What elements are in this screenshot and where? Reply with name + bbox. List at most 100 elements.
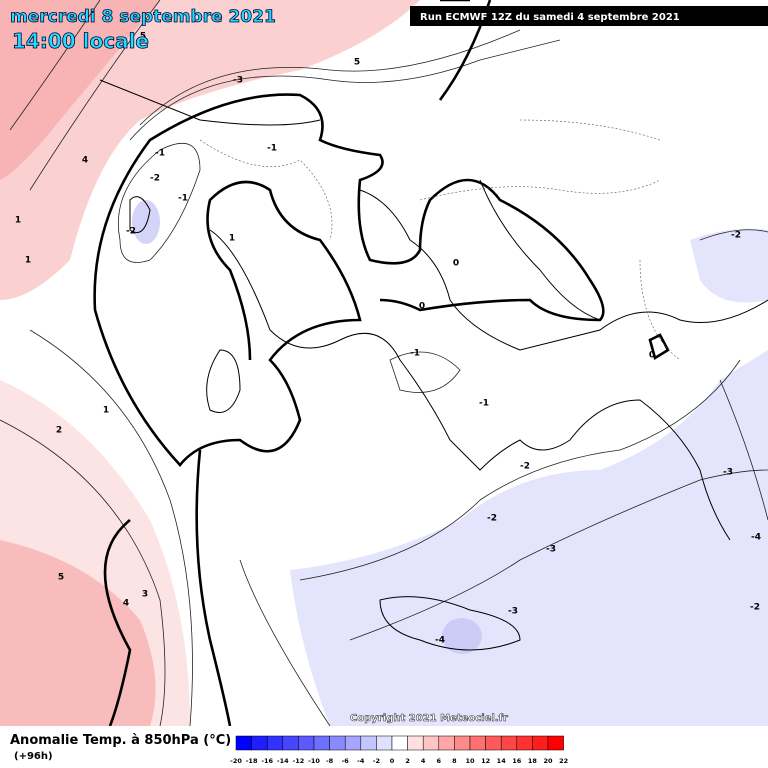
- contour-label: -2: [520, 462, 530, 472]
- colorbar-swatch: [376, 735, 393, 751]
- date: mercredi 8 septembre 2021: [10, 7, 276, 27]
- colorbar-swatch: [313, 735, 330, 751]
- colorbar-swatch: [298, 735, 315, 751]
- contour-label: 5: [58, 573, 64, 583]
- colorbar-tick-label: 16: [512, 757, 522, 765]
- colorbar-swatch: [485, 735, 502, 751]
- colorbar-tick-label: -4: [357, 757, 365, 765]
- colorbar-tick-label: 10: [465, 757, 475, 765]
- contour-label: -3: [508, 607, 518, 617]
- contour-label: 5: [140, 32, 146, 42]
- legend: Anomalie Temp. à 850hPa (°C) (+96h) -20-…: [0, 726, 768, 768]
- colorbar-tick-label: 8: [452, 757, 457, 765]
- colorbar-tick-label: 18: [528, 757, 538, 765]
- contour-labels: -3 5 5 4 -1 -2 -1 -2 1 1 1 -1 0 0 -1 -1 0 -2 -2 -2 -3 -3 -4 -3 -…: [15, 32, 761, 646]
- contour-label: 2: [56, 426, 62, 436]
- contour-label: 0: [649, 351, 655, 361]
- copyright: Copyright 2021 Meteociel.fr: [350, 713, 508, 724]
- colorbar-swatch: [344, 735, 362, 751]
- colorbar-swatch: [360, 735, 377, 751]
- colorbar-tick-label: 22: [559, 757, 568, 765]
- contour-label: -3: [233, 76, 243, 86]
- colorbar-tick-label: -12: [293, 757, 305, 765]
- colorbar-tick-label: 6: [437, 757, 442, 765]
- warm-anomaly: [0, 540, 156, 726]
- colorbar-swatch: [516, 735, 533, 751]
- contour: [129, 29, 561, 141]
- contour-label: 1: [229, 234, 235, 244]
- contour: [9, 0, 161, 191]
- run-banner: [410, 6, 768, 26]
- warm-anomaly: [0, 0, 160, 180]
- zero-contour: [648, 333, 670, 361]
- zero-contour: [93, 93, 605, 467]
- legend-title: Anomalie Temp. à 850hPa (°C): [10, 733, 231, 748]
- contour-label: -1: [155, 149, 165, 159]
- lead-time: (+96h): [14, 751, 53, 762]
- colorbar-tick-label: -16: [261, 757, 273, 765]
- contour-label: 0: [453, 259, 459, 269]
- colorbar-swatch: [500, 735, 518, 751]
- contour-label: 1: [103, 406, 109, 416]
- time: 14:00 locale: [12, 29, 149, 53]
- colorbar-swatch: [329, 735, 346, 751]
- contour-label: 4: [123, 599, 129, 609]
- colorbar-tick-label: 12: [481, 757, 490, 765]
- colorbar-swatch: [266, 735, 284, 751]
- colorbar-swatch: [391, 735, 408, 751]
- contour-label: -4: [751, 533, 761, 543]
- colorbar-tick-label: 2: [405, 757, 410, 765]
- colorbar-tick-label: 4: [421, 757, 426, 765]
- colorbar-tick-label: -6: [342, 757, 350, 765]
- colorbar-swatch: [532, 735, 549, 751]
- contour: [299, 359, 768, 641]
- contour-label: -1: [178, 194, 188, 204]
- contour-label: 0: [419, 302, 425, 312]
- colorbar: -20 -18 -16 -14 -12 -10 -8 -6 -4 -2 0 2 4 6 8 10 12 14 16 1…: [230, 735, 568, 765]
- contour-label: 3: [142, 590, 148, 600]
- contour-label: 5: [354, 58, 360, 68]
- zero-contour: [103, 449, 232, 727]
- header: mercredi 8 septembre 2021 14:00 locale R…: [10, 6, 768, 53]
- colorbar-swatch: [407, 735, 424, 751]
- contour-label: -1: [267, 144, 277, 154]
- contour-label: 1: [15, 216, 21, 226]
- contour-label: -3: [546, 545, 556, 555]
- colorbar-tick-label: -2: [373, 757, 380, 765]
- colorbar-swatch: [469, 735, 486, 751]
- colorbar-tick-label: -10: [308, 757, 320, 765]
- colorbar-swatch: [251, 735, 268, 751]
- coastline: [99, 79, 768, 651]
- colorbar-swatch: [547, 735, 564, 751]
- cold-anomaly: [690, 228, 768, 303]
- cold-anomaly: [290, 350, 768, 726]
- cold-anomaly: [442, 618, 482, 654]
- colorbar-swatch: [422, 735, 440, 751]
- colorbar-tick-label: -8: [326, 757, 334, 765]
- colorbar-tick-label: 0: [390, 757, 395, 765]
- contour: [239, 351, 461, 727]
- contour-label: -2: [731, 231, 741, 241]
- contour: [0, 329, 193, 727]
- contour-label: -2: [750, 603, 760, 613]
- warm-anomaly: [0, 0, 420, 300]
- cold-anomaly: [132, 200, 160, 244]
- border: [199, 119, 681, 361]
- contour-label: -3: [723, 468, 733, 478]
- contour-label: 1: [25, 256, 31, 266]
- colorbar-tick-label: -14: [277, 757, 289, 765]
- contour: [699, 229, 768, 521]
- map: -3 5 5 4 -1 -2 -1 -2 1 1 1 -1 0 0 -1 -1 0 -2 -2 -2 -3 -3 -4 -3 -…: [0, 0, 768, 727]
- contour-label: -1: [479, 399, 489, 409]
- colorbar-swatch: [438, 735, 455, 751]
- run-info: Run ECMWF 12Z du samedi 4 septembre 2021: [420, 12, 680, 23]
- contour-label: -2: [126, 227, 136, 237]
- contour-label: -2: [487, 514, 497, 524]
- contour: [117, 142, 201, 263]
- colorbar-tick-label: -20: [230, 757, 242, 765]
- contour-label: 4: [82, 156, 88, 166]
- colorbar-tick-label: 14: [497, 757, 507, 765]
- colorbar-swatch: [235, 735, 252, 751]
- contour-label: -2: [150, 174, 160, 184]
